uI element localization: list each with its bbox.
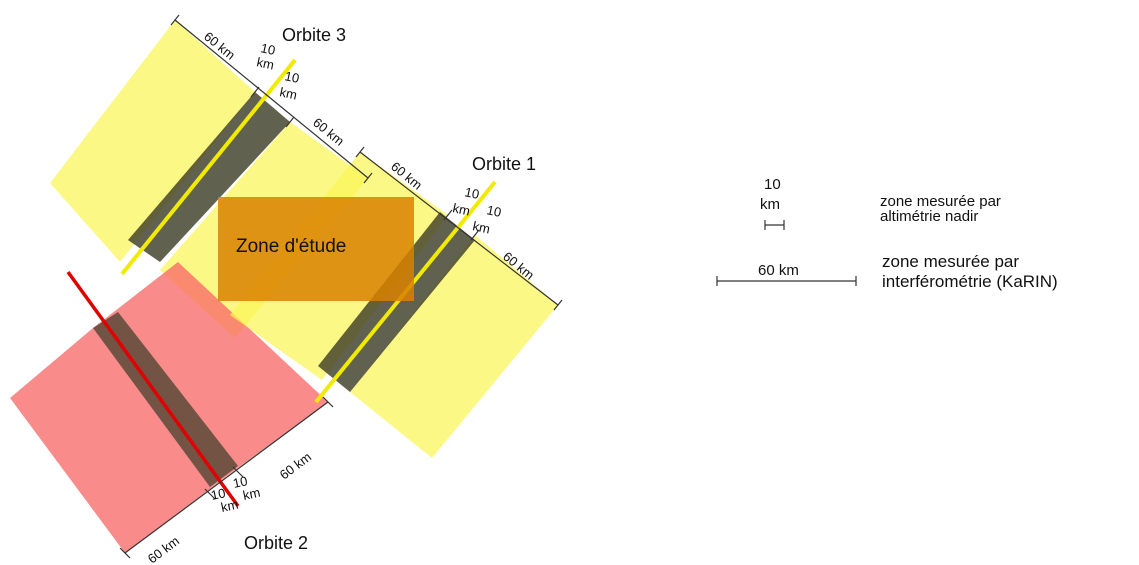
orbit2-ground-track xyxy=(66,270,240,508)
orbit1-nadir-dim-b1: 10 xyxy=(485,202,502,220)
orbit2-nadir-dim-a2: km xyxy=(220,497,240,515)
orbit2-swath xyxy=(10,262,328,553)
legend-nadir-unit: km xyxy=(760,196,780,213)
orbit1-nadir-dim-a2: km xyxy=(451,200,471,218)
legend-nadir-item: 10 km zone mesurée par altimétrie nadir xyxy=(760,176,1001,230)
legend-nadir-desc-2: altimétrie nadir xyxy=(880,208,978,225)
study-zone-rect xyxy=(218,197,414,301)
orbit2-swath-bottom-dim: 60 km xyxy=(145,533,182,565)
orbit3-nadir-dim-a1: 10 xyxy=(259,40,276,58)
orbit2-nadir-dim-b2: km xyxy=(242,485,262,503)
orbit3-nadir-dim-a2: km xyxy=(255,54,275,72)
legend-nadir-desc-1: zone mesurée par xyxy=(880,193,1001,210)
orbit3-swath-left xyxy=(50,20,255,262)
orbit3-ground-track xyxy=(120,58,297,276)
orbit2-label: Orbite 2 xyxy=(244,533,308,553)
study-zone-label: Zone d'étude xyxy=(236,236,346,257)
orbit1-nadir-dim-b2: km xyxy=(471,218,491,236)
orbit3-nadir-dim-b2: km xyxy=(278,84,298,102)
orbit1-nadir-dim-a1: 10 xyxy=(463,184,480,202)
orbit3-nadir-dim-b1: 10 xyxy=(283,68,300,86)
orbit1-label: Orbite 1 xyxy=(472,154,536,174)
legend-karin-desc-2: interférométrie (KaRIN) xyxy=(882,272,1058,291)
orbit3-label: Orbite 3 xyxy=(282,25,346,45)
orbit2-nadir-dim-b1: 10 xyxy=(232,473,249,491)
orbit1-swath-right xyxy=(350,235,558,458)
legend: 10 km zone mesurée par altimétrie nadir … xyxy=(716,176,1058,291)
legend-karin-value: 60 km xyxy=(758,262,799,279)
orbit2-swath-right-dim: 60 km xyxy=(277,449,314,482)
study-zone: Zone d'étude xyxy=(218,197,414,301)
legend-karin-desc-1: zone mesurée par xyxy=(882,252,1019,271)
legend-nadir-value: 10 xyxy=(764,176,781,193)
legend-karin-item: 60 km zone mesurée par interférométrie (… xyxy=(716,252,1058,291)
orbit2-nadir-dim-a1: 10 xyxy=(210,485,227,503)
